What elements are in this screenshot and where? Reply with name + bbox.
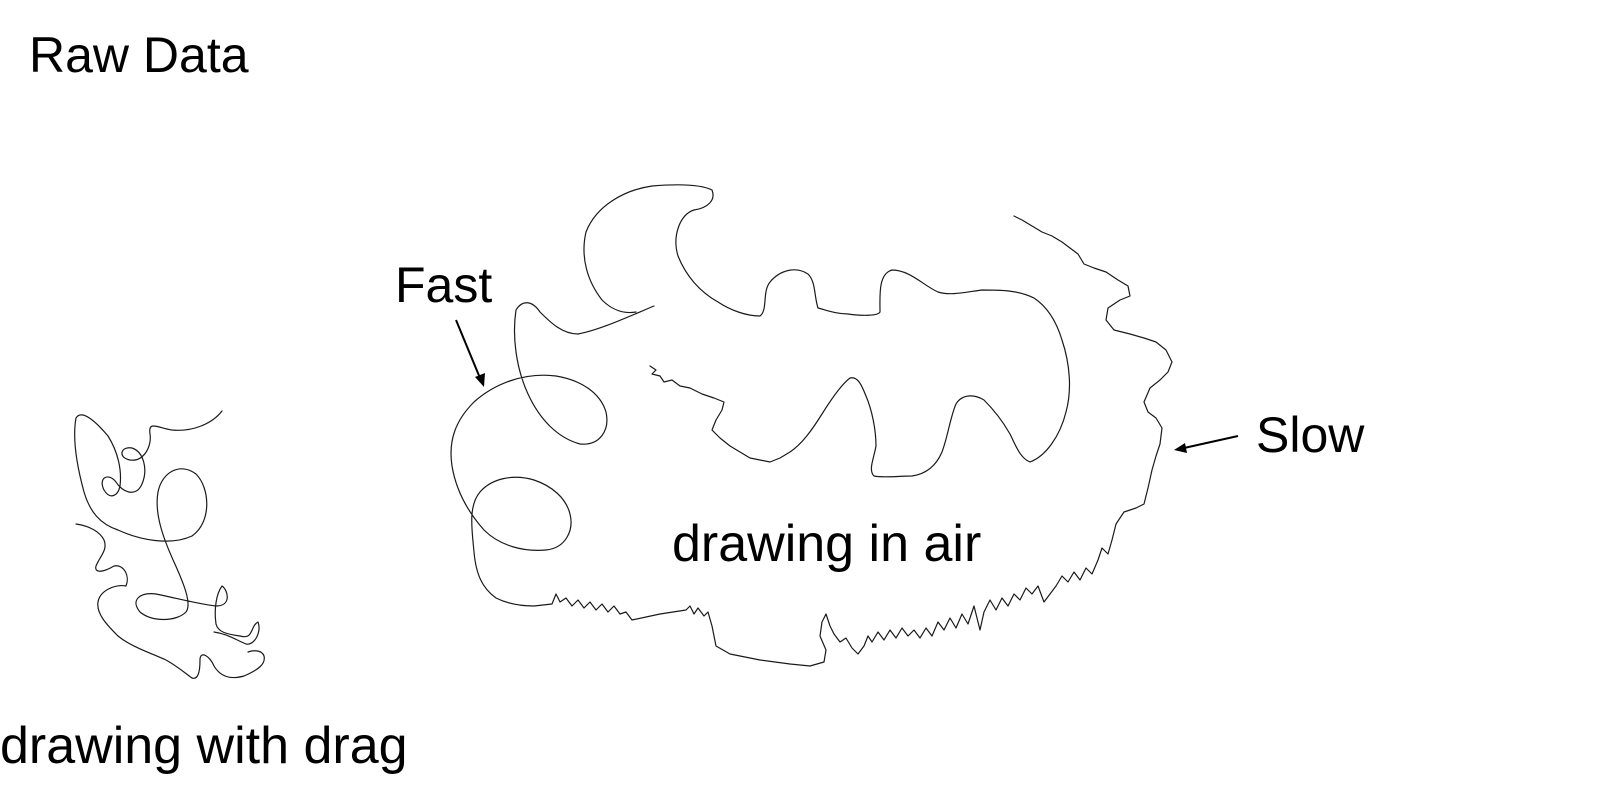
- drag-trace: [74, 410, 265, 679]
- fast-arrow: [455, 319, 481, 379]
- slow-arrowhead: [1174, 443, 1187, 453]
- air-trace: [450, 184, 1173, 667]
- fast-label: Fast: [395, 257, 493, 313]
- slow-label: Slow: [1256, 407, 1365, 463]
- slow-arrow: [1183, 435, 1239, 449]
- air-caption: drawing in air: [672, 515, 982, 573]
- fast-arrowhead: [475, 373, 485, 387]
- page-title: Raw Data: [29, 27, 249, 83]
- drag-caption: drawing with drag: [0, 717, 408, 775]
